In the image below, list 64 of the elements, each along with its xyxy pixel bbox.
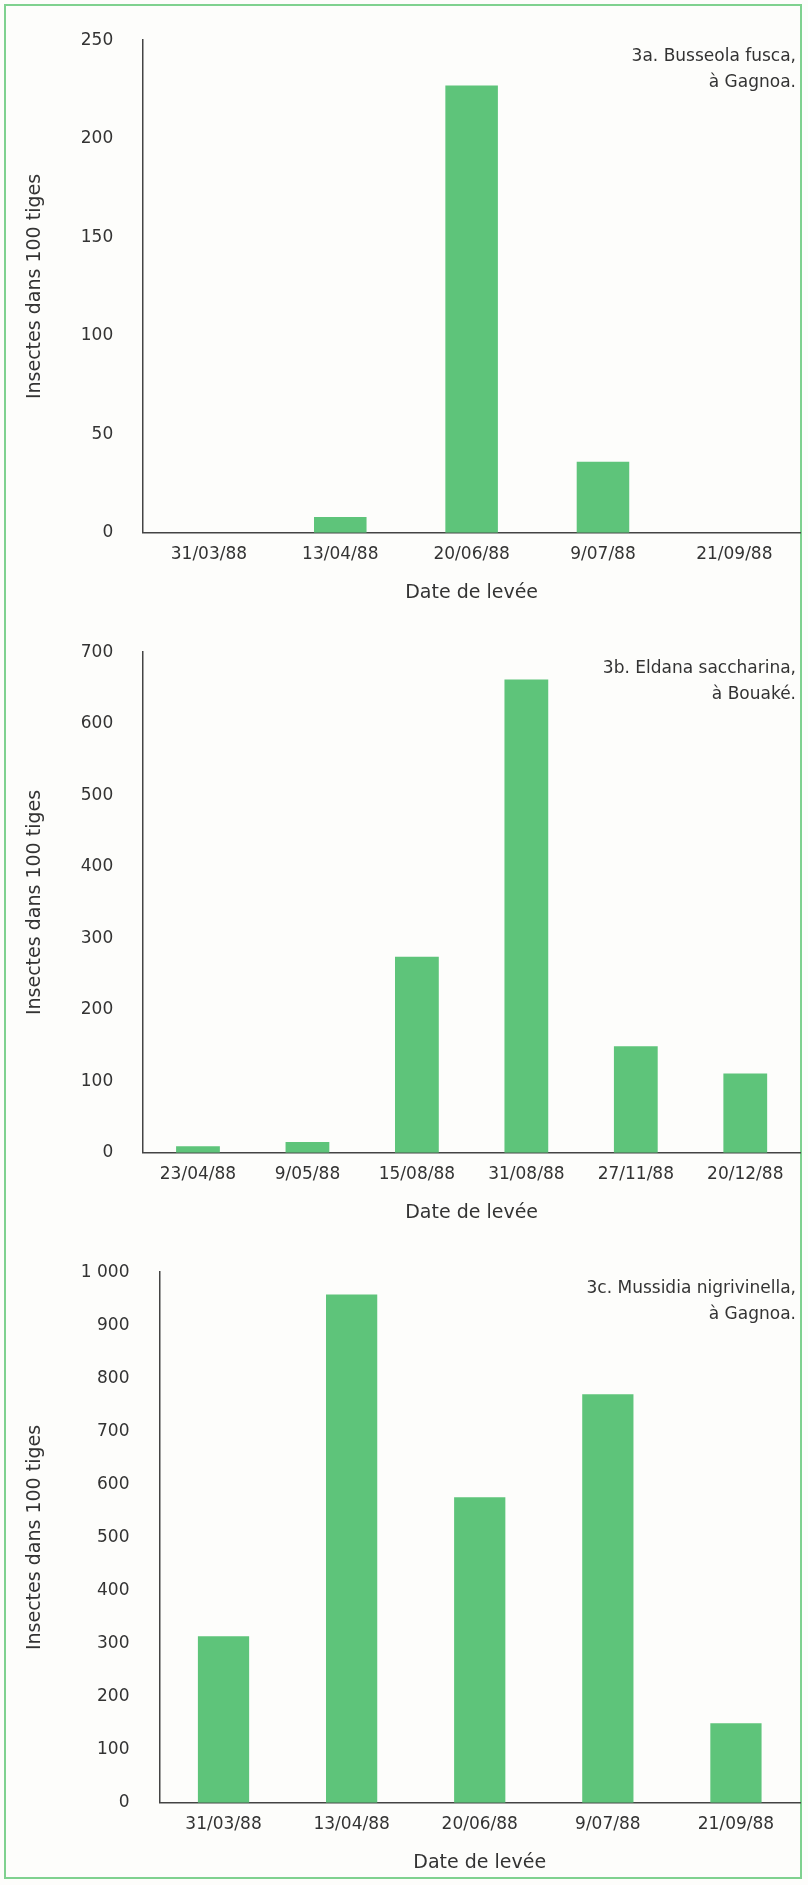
y-tick-label: 0 [102,1141,114,1162]
y-tick-label: 800 [97,1366,130,1387]
bar [285,1142,330,1153]
y-axis-title: Insectes dans 100 tiges [22,173,45,400]
bar [710,1723,762,1803]
bar [197,1636,250,1803]
bar [176,1146,220,1153]
x-tick-label: 20/06/88 [441,1813,518,1834]
y-tick-label: 600 [97,1472,130,1493]
text: 3c. Mussidia nigrivinella, à Gagnoa. [586,1277,796,1324]
x-tick-label: 31/03/88 [170,543,248,564]
bar [326,1294,378,1803]
y-tick-label: 100 [97,1738,130,1759]
y-tick-label: 500 [97,1525,130,1546]
y-tick-label: 250 [80,28,114,49]
y-tick-label: 400 [97,1578,130,1599]
bar [582,1394,634,1803]
y-tick-label: 700 [80,640,114,661]
x-tick-label: 23/04/88 [159,1163,237,1184]
x-tick-label: 13/04/88 [302,543,379,564]
y-tick-label: 700 [97,1419,130,1440]
y-tick-label: 200 [80,127,114,148]
x-tick-label: 20/06/88 [433,543,510,564]
bar [445,85,498,533]
x-axis-title: Date de levée [405,1199,539,1222]
x-tick-label: 15/08/88 [378,1163,456,1184]
bar [613,1046,658,1153]
y-tick-label: 400 [80,855,114,876]
x-tick-label: 20/12/88 [707,1163,784,1184]
text: 3a. Busseola fusca, à Gagnoa. [631,45,796,92]
bar [314,517,367,533]
x-axis-title: Date de levée [405,579,539,602]
y-tick-label: 200 [80,998,114,1019]
y-axis-title: Insectes dans 100 tiges [22,789,45,1016]
x-tick-label: 9/05/88 [274,1163,341,1184]
x-axis-title: Date de levée [413,1849,547,1872]
y-tick-label: 0 [118,1791,130,1812]
bar [576,461,630,533]
bar [504,679,549,1153]
x-tick-label: 31/08/88 [488,1163,565,1184]
y-tick-label: 200 [97,1685,130,1706]
y-tick-label: 300 [97,1632,130,1653]
y-tick-label: 0 [102,521,114,542]
text: 3b. Eldana saccharina, à Bouaké. [602,657,796,704]
y-tick-label: 100 [80,324,114,345]
x-tick-label: 21/09/88 [696,543,773,564]
y-tick-label: 100 [80,1069,114,1090]
y-tick-label: 500 [80,783,114,804]
x-tick-label: 27/11/88 [597,1163,674,1184]
y-tick-label: 300 [80,926,114,947]
bar [723,1073,768,1153]
y-tick-label: 150 [80,225,114,246]
x-tick-label: 9/07/88 [570,543,636,564]
x-tick-label: 13/04/88 [313,1813,390,1834]
x-tick-label: 21/09/88 [697,1813,775,1834]
x-tick-label: 31/03/88 [185,1813,262,1834]
y-tick-label: 50 [91,422,114,443]
bar [454,1497,506,1803]
y-tick-label: 900 [97,1313,130,1334]
bar [395,956,439,1153]
y-tick-label: 600 [80,712,114,733]
y-tick-label: 1 000 [80,1260,130,1281]
x-tick-label: 9/07/88 [575,1813,641,1834]
y-axis-title: Insectes dans 100 tiges [22,1424,45,1651]
